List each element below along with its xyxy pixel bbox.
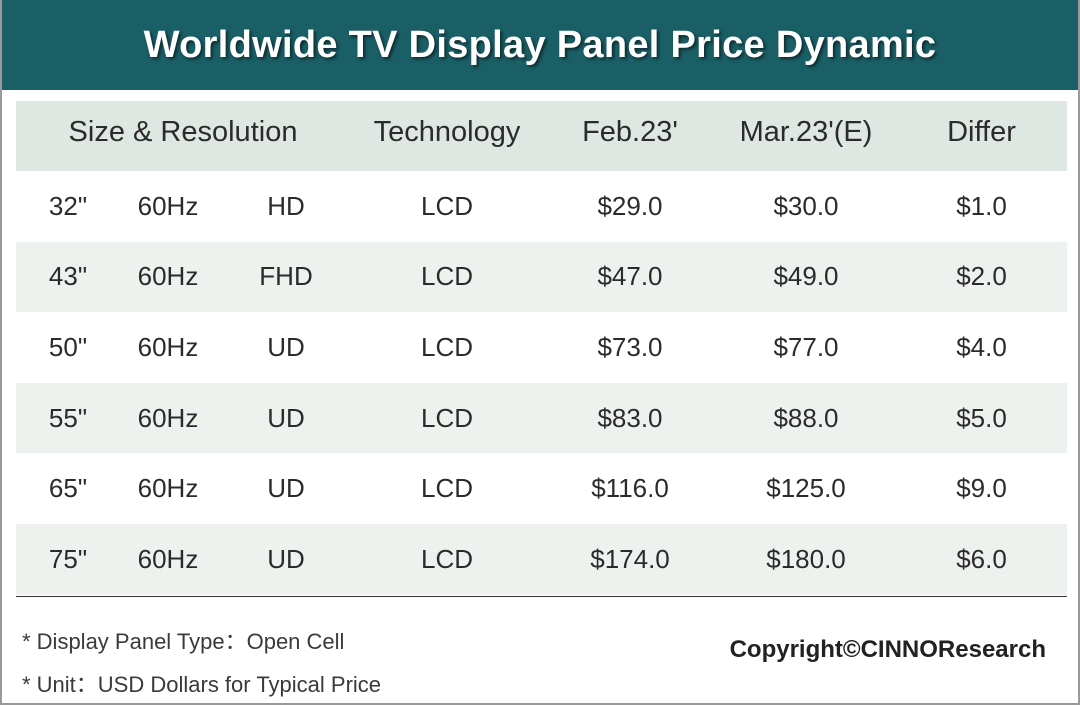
title-bar: Worldwide TV Display Panel Price Dynamic xyxy=(2,0,1078,90)
cell-resolution: FHD xyxy=(259,261,313,292)
header-size-resolution: Size & Resolution xyxy=(68,115,298,148)
cell-feb-price: $83.0 xyxy=(597,402,663,433)
cell-technology: LCD xyxy=(420,473,473,504)
cell-differ: $5.0 xyxy=(956,402,1007,433)
header-technology: Technology xyxy=(373,115,521,148)
table-row: 75" 60Hz UD LCD $174.0 $180.0 $6.0 xyxy=(16,523,1067,595)
cell-technology: LCD xyxy=(420,543,473,574)
cell-feb-price: $29.0 xyxy=(597,190,663,221)
table-body: 32" 60Hz HD LCD $29.0 $30.0 $1.0 43" 60Hz FHD LCD $… xyxy=(16,171,1067,595)
cell-mar-price: $49.0 xyxy=(773,261,839,292)
price-table: Size & Resolution Technology Feb.23' Mar… xyxy=(16,101,1067,595)
cell-differ: $2.0 xyxy=(956,261,1007,292)
page-title: Worldwide TV Display Panel Price Dynamic xyxy=(143,23,937,66)
cell-mar-price: $125.0 xyxy=(766,473,846,504)
cell-mar-price: $77.0 xyxy=(773,331,839,362)
cell-feb-price: $47.0 xyxy=(597,261,663,292)
note-panel-type: * Display Panel Type：Open Cell xyxy=(22,629,345,654)
cell-technology: LCD xyxy=(420,190,473,221)
cell-differ: $4.0 xyxy=(956,331,1007,362)
cell-resolution: UD xyxy=(267,331,305,362)
cell-technology: LCD xyxy=(420,331,473,362)
cell-refresh-rate: 60Hz xyxy=(137,331,199,362)
cell-size: 50" xyxy=(48,331,88,362)
cell-refresh-rate: 60Hz xyxy=(137,402,199,433)
cell-size: 43" xyxy=(48,261,88,292)
cell-refresh-rate: 60Hz xyxy=(137,190,199,221)
cell-size: 75" xyxy=(48,543,88,574)
cell-differ: $9.0 xyxy=(956,473,1007,504)
header-mar: Mar.23'(E) xyxy=(739,115,873,148)
cell-feb-price: $73.0 xyxy=(597,331,663,362)
cell-technology: LCD xyxy=(420,402,473,433)
cell-resolution: HD xyxy=(267,190,305,221)
table-row: 43" 60Hz FHD LCD $47.0 $49.0 $2.0 xyxy=(16,241,1067,313)
cell-mar-price: $30.0 xyxy=(773,190,839,221)
cell-size: 65" xyxy=(48,473,88,504)
table-row: 55" 60Hz UD LCD $83.0 $88.0 $5.0 xyxy=(16,382,1067,454)
cell-feb-price: $174.0 xyxy=(590,543,670,574)
header-differ: Differ xyxy=(947,115,1016,148)
cell-refresh-rate: 60Hz xyxy=(137,543,199,574)
table-row: 65" 60Hz UD LCD $116.0 $125.0 $9.0 xyxy=(16,453,1067,524)
table-header-row: Size & Resolution Technology Feb.23' Mar… xyxy=(16,101,1067,171)
table-row: 50" 60Hz UD LCD $73.0 $77.0 $4.0 xyxy=(16,312,1067,383)
cell-differ: $1.0 xyxy=(956,190,1007,221)
cell-refresh-rate: 60Hz xyxy=(137,473,199,504)
header-feb: Feb.23' xyxy=(582,115,678,148)
cell-mar-price: $88.0 xyxy=(773,402,839,433)
cell-size: 32" xyxy=(48,190,88,221)
cell-differ: $6.0 xyxy=(956,543,1007,574)
cell-feb-price: $116.0 xyxy=(591,473,669,504)
cell-size: 55" xyxy=(48,402,88,433)
table-bottom-rule xyxy=(16,596,1067,597)
copyright-label: Copyright©CINNOResearch xyxy=(729,636,1046,663)
cell-technology: LCD xyxy=(420,261,473,292)
cell-resolution: UD xyxy=(267,473,305,504)
cell-resolution: UD xyxy=(267,402,305,433)
cell-resolution: UD xyxy=(267,543,305,574)
cell-mar-price: $180.0 xyxy=(766,543,846,574)
cell-refresh-rate: 60Hz xyxy=(137,261,199,292)
note-unit: * Unit：USD Dollars for Typical Price xyxy=(22,672,382,697)
table-row: 32" 60Hz HD LCD $29.0 $30.0 $1.0 xyxy=(16,171,1067,242)
